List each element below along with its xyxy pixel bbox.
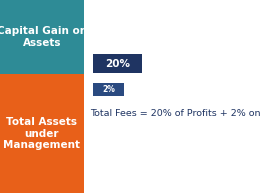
Text: Total Assets
under
Management: Total Assets under Management [3, 117, 80, 150]
Bar [93, 54, 142, 73]
Bar [0, 74, 84, 193]
Bar [93, 83, 124, 96]
Bar [0, 0, 84, 74]
Text: Total Fees = 20% of Profits + 2% on Total Assets: Total Fees = 20% of Profits + 2% on Tota… [90, 109, 261, 118]
Text: 2%: 2% [102, 85, 115, 94]
Text: 20%: 20% [105, 59, 130, 69]
Text: Capital Gain on
Assets: Capital Gain on Assets [0, 26, 87, 48]
